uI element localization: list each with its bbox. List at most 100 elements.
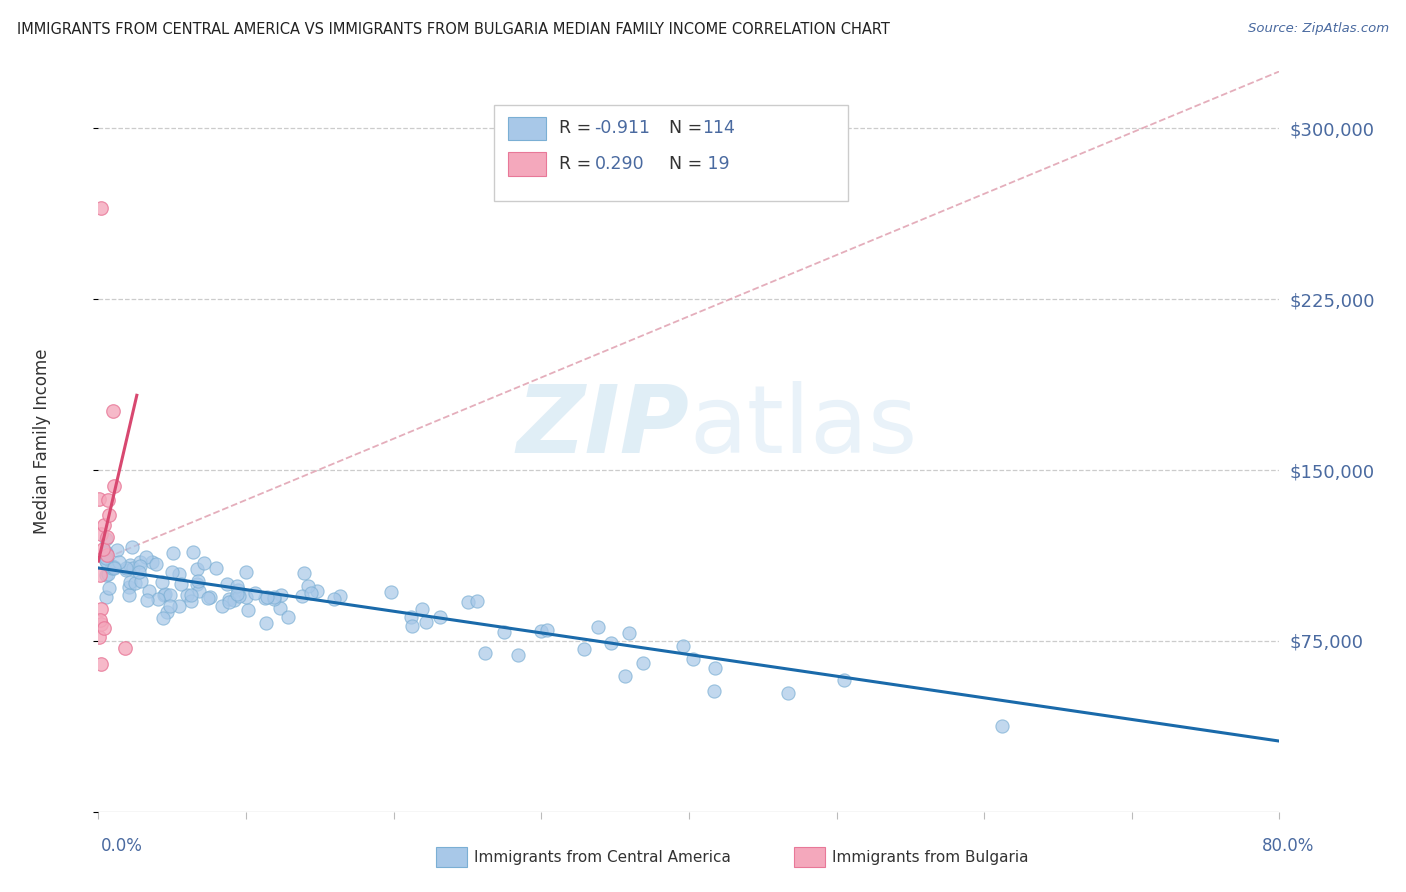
Point (415, 615, 437, 629)
Point (96, 548, 118, 562)
Point (129, 559, 152, 574)
Text: 19: 19 (702, 155, 730, 173)
Point (631, 656, 654, 670)
Point (90, 601, 112, 615)
Point (129, 574, 152, 588)
Point (150, 574, 173, 589)
Point (225, 587, 247, 601)
Point (108, 555, 131, 569)
Point (135, 549, 157, 564)
Point (97, 508, 120, 522)
Point (90, 527, 112, 541)
Point (243, 586, 266, 600)
Point (94, 554, 117, 568)
Point (218, 591, 240, 606)
Point (118, 558, 141, 572)
Point (176, 588, 198, 602)
Point (94, 591, 117, 605)
Point (93, 517, 115, 532)
Point (269, 601, 291, 615)
Point (832, 673, 855, 688)
Point (103, 560, 125, 574)
Point (200, 590, 222, 604)
Point (236, 603, 259, 617)
Bar (508, 152, 546, 176)
Point (235, 565, 257, 579)
Point (160, 566, 183, 580)
Point (401, 619, 423, 633)
Point (211, 599, 233, 614)
Point (530, 624, 553, 639)
Point (121, 541, 143, 555)
Point (619, 625, 641, 640)
Point (776, 685, 799, 699)
Point (159, 588, 181, 602)
Point (100, 561, 122, 575)
Point (105, 543, 128, 558)
Point (90, 657, 112, 671)
Text: Immigrants from Bulgaria: Immigrants from Bulgaria (832, 850, 1029, 864)
Point (299, 586, 322, 600)
Point (94, 546, 117, 560)
Point (704, 661, 727, 675)
Point (703, 684, 725, 698)
Point (222, 593, 245, 607)
Point (87, 491, 110, 506)
Point (205, 561, 228, 575)
Point (153, 587, 176, 601)
Point (197, 591, 219, 606)
Point (991, 719, 1014, 733)
Point (129, 555, 152, 569)
Point (97, 581, 120, 595)
Point (167, 567, 190, 582)
Point (148, 592, 170, 607)
Point (156, 605, 179, 619)
Point (118, 580, 141, 594)
Point (122, 560, 145, 574)
Point (120, 575, 142, 590)
Point (457, 594, 479, 608)
Point (153, 588, 176, 602)
Point (474, 646, 496, 660)
Point (118, 588, 141, 602)
Text: Median Family Income: Median Family Income (32, 349, 51, 534)
Text: 0.290: 0.290 (595, 155, 644, 173)
Point (96, 493, 118, 508)
Text: IMMIGRANTS FROM CENTRAL AMERICA VS IMMIGRANTS FROM BULGARIA MEDIAN FAMILY INCOME: IMMIGRANTS FROM CENTRAL AMERICA VS IMMIG… (17, 22, 890, 37)
Text: Source: ZipAtlas.com: Source: ZipAtlas.com (1249, 22, 1389, 36)
Text: N =: N = (669, 120, 707, 137)
Point (292, 566, 315, 581)
Point (380, 585, 402, 599)
Point (145, 557, 167, 571)
Point (277, 609, 299, 624)
Point (94, 551, 117, 566)
Point (263, 590, 285, 604)
Text: R =: R = (560, 120, 596, 137)
Point (193, 556, 215, 570)
Point (181, 544, 204, 558)
Point (228, 590, 250, 604)
Point (152, 611, 174, 625)
FancyBboxPatch shape (494, 104, 848, 201)
Point (124, 575, 146, 590)
Point (94, 545, 117, 559)
Text: Immigrants from Central America: Immigrants from Central America (474, 850, 731, 864)
Point (180, 588, 202, 602)
Point (100, 558, 122, 573)
Point (188, 583, 211, 598)
Point (94, 554, 117, 568)
Point (186, 574, 208, 589)
Point (536, 623, 558, 637)
Point (263, 592, 285, 607)
Point (290, 589, 312, 603)
Bar (508, 117, 546, 140)
Point (89, 631, 111, 645)
Point (186, 576, 208, 591)
Point (180, 594, 202, 608)
Point (101, 404, 124, 418)
Point (235, 590, 257, 604)
Text: 80.0%: 80.0% (1263, 837, 1315, 855)
Point (128, 565, 150, 579)
Point (159, 599, 181, 614)
Point (256, 591, 278, 605)
